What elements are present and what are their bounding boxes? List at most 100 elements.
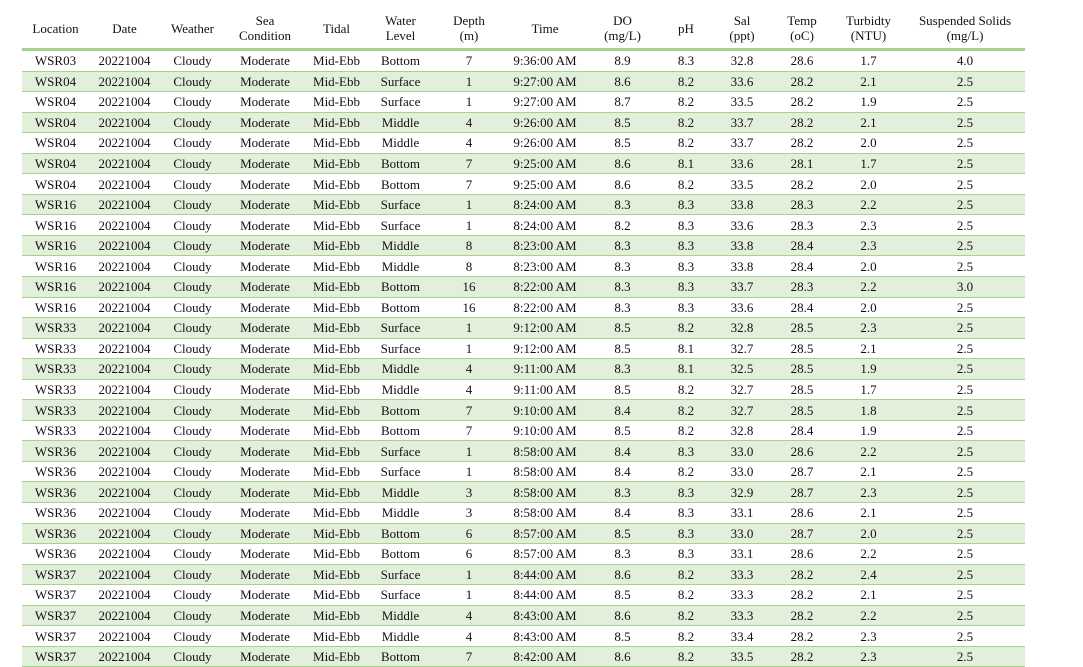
cell-turbidity: 2.1: [832, 112, 905, 134]
cell-suspended-solids: 2.5: [905, 523, 1025, 545]
cell-depth: 1: [433, 91, 505, 113]
cell-date: 20221004: [89, 523, 160, 545]
cell-water-level: Bottom: [368, 646, 433, 667]
cell-location: WSR36: [22, 461, 89, 483]
column-header-sal: Sal (ppt): [712, 8, 772, 51]
cell-tidal: Mid-Ebb: [305, 523, 368, 545]
column-header-weather: Weather: [160, 8, 225, 51]
cell-do: 8.3: [585, 255, 660, 278]
cell-suspended-solids: 2.5: [905, 153, 1025, 175]
cell-turbidity: 2.2: [832, 605, 905, 627]
cell-do: 8.5: [585, 112, 660, 134]
cell-location: WSR37: [22, 564, 89, 586]
column-header-turbidity: Turbidty (NTU): [832, 8, 905, 51]
cell-sal: 33.6: [712, 214, 772, 236]
cell-do: 8.5: [585, 379, 660, 401]
cell-sal: 33.8: [712, 235, 772, 257]
cell-turbidity: 2.0: [832, 132, 905, 154]
cell-weather: Cloudy: [160, 235, 225, 257]
cell-location: WSR36: [22, 440, 89, 462]
cell-sal: 33.7: [712, 112, 772, 134]
cell-sea-condition: Moderate: [225, 317, 305, 339]
cell-weather: Cloudy: [160, 440, 225, 462]
cell-do: 8.4: [585, 502, 660, 524]
cell-weather: Cloudy: [160, 584, 225, 606]
cell-sal: 33.3: [712, 564, 772, 586]
cell-tidal: Mid-Ebb: [305, 338, 368, 360]
cell-suspended-solids: 2.5: [905, 194, 1025, 216]
cell-location: WSR33: [22, 338, 89, 360]
cell-sea-condition: Moderate: [225, 91, 305, 113]
cell-do: 8.3: [585, 276, 660, 298]
cell-date: 20221004: [89, 317, 160, 339]
column-header-sea-condition: Sea Condition: [225, 8, 305, 51]
cell-ph: 8.3: [660, 214, 712, 236]
cell-ph: 8.2: [660, 317, 712, 339]
cell-weather: Cloudy: [160, 420, 225, 442]
cell-date: 20221004: [89, 399, 160, 421]
cell-depth: 3: [433, 502, 505, 524]
cell-turbidity: 2.3: [832, 625, 905, 647]
cell-sal: 32.9: [712, 481, 772, 504]
cell-tidal: Mid-Ebb: [305, 543, 368, 565]
cell-depth: 4: [433, 379, 505, 401]
table-row: WSR37 20221004 Cloudy Moderate Mid-Ebb Middle…: [22, 625, 1025, 647]
cell-location: WSR03: [22, 49, 89, 72]
cell-sea-condition: Moderate: [225, 420, 305, 442]
table-row: WSR33 20221004 Cloudy Moderate Mid-Ebb Middle…: [22, 379, 1025, 401]
cell-do: 8.5: [585, 523, 660, 545]
cell-temp: 28.5: [772, 379, 832, 401]
table-row: WSR33 20221004 Cloudy Moderate Mid-Ebb Bottom…: [22, 420, 1025, 442]
cell-ph: 8.3: [660, 297, 712, 319]
cell-ph: 8.3: [660, 523, 712, 545]
cell-depth: 7: [433, 153, 505, 175]
cell-weather: Cloudy: [160, 543, 225, 565]
cell-temp: 28.5: [772, 317, 832, 339]
table-row: WSR04 20221004 Cloudy Moderate Mid-Ebb Bottom…: [22, 173, 1025, 195]
cell-date: 20221004: [89, 584, 160, 606]
cell-location: WSR36: [22, 543, 89, 565]
cell-weather: Cloudy: [160, 461, 225, 483]
table-header-row: Location Date Weather Sea Condition Tidal Wate…: [22, 8, 1025, 51]
cell-weather: Cloudy: [160, 358, 225, 380]
cell-sea-condition: Moderate: [225, 153, 305, 175]
cell-location: WSR04: [22, 153, 89, 175]
cell-time: 8:58:00 AM: [505, 502, 585, 524]
cell-turbidity: 2.3: [832, 317, 905, 339]
cell-sal: 33.1: [712, 543, 772, 565]
cell-depth: 16: [433, 297, 505, 319]
cell-depth: 1: [433, 194, 505, 216]
cell-tidal: Mid-Ebb: [305, 173, 368, 195]
cell-time: 8:22:00 AM: [505, 297, 585, 319]
cell-suspended-solids: 2.5: [905, 646, 1025, 667]
cell-date: 20221004: [89, 153, 160, 175]
cell-weather: Cloudy: [160, 625, 225, 647]
cell-date: 20221004: [89, 646, 160, 667]
cell-tidal: Mid-Ebb: [305, 317, 368, 339]
cell-time: 9:26:00 AM: [505, 112, 585, 134]
cell-suspended-solids: 2.5: [905, 379, 1025, 401]
cell-time: 9:25:00 AM: [505, 153, 585, 175]
table-row: WSR04 20221004 Cloudy Moderate Mid-Ebb Middle…: [22, 112, 1025, 134]
cell-date: 20221004: [89, 420, 160, 442]
cell-sal: 33.3: [712, 605, 772, 627]
cell-turbidity: 1.9: [832, 358, 905, 380]
cell-do: 8.4: [585, 440, 660, 462]
cell-weather: Cloudy: [160, 399, 225, 421]
cell-suspended-solids: 2.5: [905, 358, 1025, 380]
cell-temp: 28.6: [772, 440, 832, 462]
cell-date: 20221004: [89, 461, 160, 483]
cell-temp: 28.2: [772, 112, 832, 134]
cell-do: 8.5: [585, 132, 660, 154]
cell-temp: 28.3: [772, 194, 832, 216]
cell-ph: 8.3: [660, 255, 712, 278]
cell-ph: 8.3: [660, 543, 712, 565]
cell-sal: 32.5: [712, 358, 772, 380]
header-text: (NTU): [850, 28, 887, 43]
cell-date: 20221004: [89, 564, 160, 586]
cell-temp: 28.2: [772, 584, 832, 606]
table-row: WSR37 20221004 Cloudy Moderate Mid-Ebb Surfac…: [22, 564, 1025, 586]
cell-water-level: Surface: [368, 214, 433, 236]
cell-time: 8:57:00 AM: [505, 523, 585, 545]
cell-sal: 33.4: [712, 625, 772, 647]
